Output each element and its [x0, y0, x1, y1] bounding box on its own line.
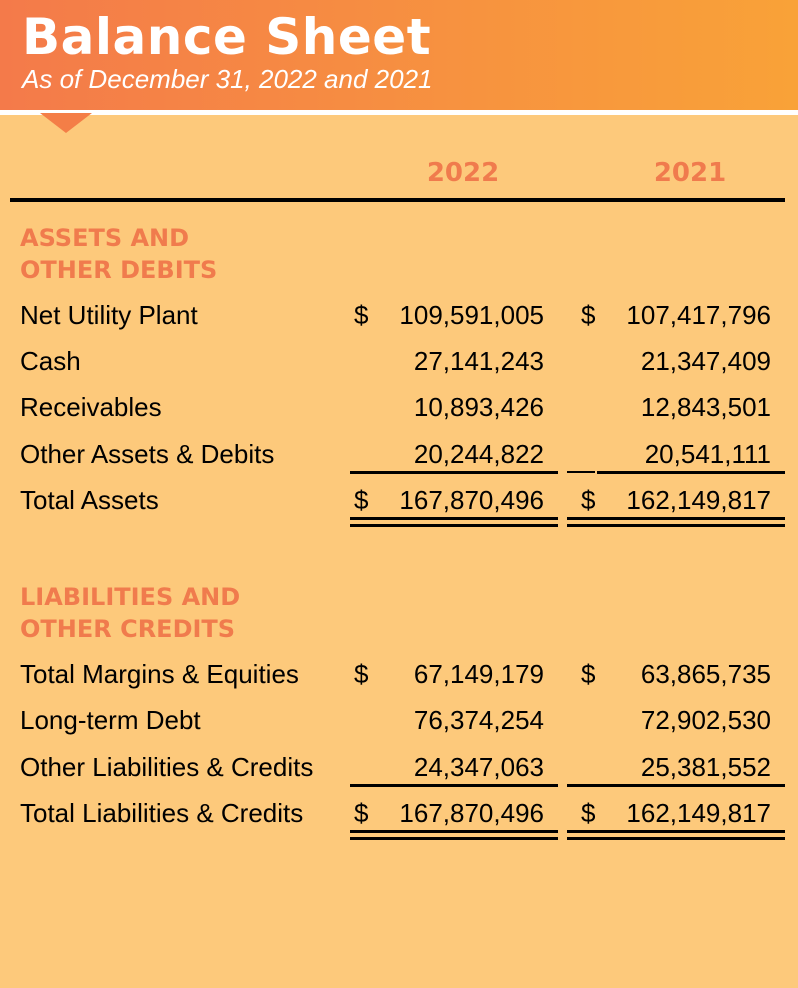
value-2022: 10,893,426 [413, 392, 544, 422]
value-2022: 27,141,243 [413, 346, 544, 376]
row-label: Cash [20, 346, 81, 376]
value-2022: 109,591,005 [399, 300, 544, 330]
total-2022: 167,870,496 [399, 485, 544, 515]
currency-symbol: $ [581, 798, 596, 828]
row-label: Net Utility Plant [20, 300, 198, 330]
assets-section-heading: ASSETS AND OTHER DEBITS [20, 222, 217, 286]
total-row: Total Assets $ 167,870,496 $ 162,149,817 [0, 477, 798, 523]
header-pointer-triangle [40, 113, 92, 133]
currency-symbol: $ [354, 798, 369, 828]
value-2021: 25,381,552 [640, 752, 771, 782]
value-2021: 12,843,501 [640, 392, 771, 422]
row-label: Receivables [20, 392, 162, 422]
table-row: Other Liabilities & Credits 24,347,063 2… [0, 744, 798, 790]
value-2021: 20,541,111 [644, 439, 771, 469]
row-label: Total Margins & Equities [20, 659, 299, 689]
currency-symbol: $ [354, 485, 369, 515]
double-rule-2021-upper [567, 517, 785, 520]
value-2022: 67,149,179 [413, 659, 544, 689]
total-2022: 167,870,496 [399, 798, 544, 828]
row-label: Other Liabilities & Credits [20, 752, 314, 782]
total-label: Total Liabilities & Credits [20, 798, 304, 828]
subtotal-rule-2022 [350, 784, 558, 787]
column-header-2021: 2021 [653, 158, 727, 188]
currency-symbol: $ [581, 300, 596, 330]
page-title: Balance Sheet [22, 8, 432, 66]
currency-symbol: $ [581, 659, 596, 689]
double-rule-2022-upper [350, 517, 558, 520]
assets-heading-line2: OTHER DEBITS [20, 256, 218, 284]
value-2022: 76,374,254 [413, 705, 544, 735]
double-rule-2022-lower [350, 837, 558, 840]
header-divider [0, 110, 798, 115]
total-2021: 162,149,817 [626, 485, 771, 515]
double-rule-2021-upper [567, 830, 785, 833]
currency-symbol: $ [581, 485, 596, 515]
table-row: Receivables 10,893,426 12,843,501 [0, 384, 798, 430]
double-rule-2022-upper [350, 830, 558, 833]
value-2021: 72,902,530 [640, 705, 771, 735]
table-row: Total Margins & Equities $ 67,149,179 $ … [0, 651, 798, 697]
table-row: Other Assets & Debits 20,244,822 20,541,… [0, 431, 798, 477]
liabilities-section-heading: LIABILITIES AND OTHER CREDITS [20, 581, 240, 645]
double-rule-2021-lower [567, 837, 785, 840]
column-header-2022: 2022 [426, 158, 500, 188]
subtotal-rule-2021 [567, 784, 785, 787]
subtotal-rule-2022 [350, 471, 558, 474]
subtotal-rule-2021 [597, 471, 785, 474]
table-row: Cash 27,141,243 21,347,409 [0, 338, 798, 384]
table-row: Long-term Debt 76,374,254 72,902,530 [0, 697, 798, 743]
header-banner: Balance Sheet As of December 31, 2022 an… [0, 0, 798, 110]
double-rule-2022-lower [350, 524, 558, 527]
row-label: Long-term Debt [20, 705, 201, 735]
page-subtitle: As of December 31, 2022 and 2021 [22, 64, 433, 94]
value-2022: 20,244,822 [413, 439, 544, 469]
liabilities-heading-line1: LIABILITIES AND [20, 583, 241, 611]
total-2021: 162,149,817 [626, 798, 771, 828]
total-row: Total Liabilities & Credits $ 167,870,49… [0, 790, 798, 836]
total-label: Total Assets [20, 485, 159, 515]
value-2021: 21,347,409 [640, 346, 771, 376]
currency-symbol: $ [354, 659, 369, 689]
subtotal-rule-2021-short [567, 471, 595, 473]
double-rule-2021-lower [567, 524, 785, 527]
assets-heading-line1: ASSETS AND [20, 224, 190, 252]
value-2021: 63,865,735 [640, 659, 771, 689]
currency-symbol: $ [354, 300, 369, 330]
liabilities-heading-line2: OTHER CREDITS [20, 615, 236, 643]
value-2022: 24,347,063 [413, 752, 544, 782]
value-2021: 107,417,796 [626, 300, 771, 330]
table-row: Net Utility Plant $ 109,591,005 $ 107,41… [0, 292, 798, 338]
header-rule [10, 198, 785, 202]
row-label: Other Assets & Debits [20, 439, 275, 469]
